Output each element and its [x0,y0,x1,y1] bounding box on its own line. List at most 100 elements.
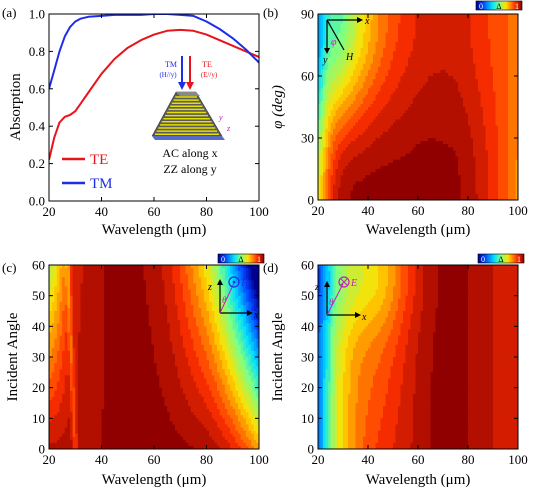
heatmap-cell [338,97,341,102]
heatmap-cell [468,141,471,145]
heatmap-cell [400,54,404,58]
heatmap-cell [398,150,401,154]
heatmap-cell [393,144,396,148]
heatmap-cell [460,110,464,114]
heatmap-cell [415,23,419,27]
heatmap-cell [390,69,394,74]
heatmap-cell [318,60,321,64]
heatmap-cell [480,100,484,105]
heatmap-cell [343,94,346,99]
heatmap-cell [370,165,374,170]
heatmap-cell [458,113,461,117]
heatmap-cell [500,150,504,154]
heatmap-cell [340,128,344,133]
heatmap-cell [435,178,439,182]
heatmap-cell [373,35,376,40]
heatmap-cell [468,79,471,83]
heatmap-cell [493,153,496,157]
heatmap-cell [435,20,439,24]
heatmap-cell [330,69,334,74]
heatmap-cell [468,172,471,176]
heatmap-cell [390,97,394,102]
heatmap-cell [370,113,374,117]
heatmap-cell [410,48,414,52]
heatmap-cell [403,190,406,195]
heatmap-cell [468,116,471,120]
heatmap-cell [440,131,444,136]
heatmap-cell [380,35,384,40]
heatmap-cell [428,38,431,43]
heatmap-cell [340,162,344,167]
heatmap-cell [388,138,391,142]
heatmap-cell [433,29,436,33]
heatmap-cell [430,175,434,179]
heatmap-cell [368,85,371,89]
heatmap-cell [505,165,509,170]
heatmap-cell [483,196,486,201]
heatmap-cell [338,165,341,170]
heatmap-cell [49,381,53,385]
heatmap-cell [388,113,391,117]
heatmap-cell [400,125,404,130]
heatmap-cell [435,190,439,195]
heatmap-cell [318,162,321,167]
heatmap-cell [49,378,53,382]
heatmap-cell [493,91,496,95]
heatmap-cell [383,48,386,52]
heatmap-cell [498,60,501,64]
heatmap-cell [328,88,331,92]
heatmap-cell [388,29,391,33]
heatmap-cell [438,144,441,148]
heatmap-cell [508,26,511,30]
heatmap-cell [435,107,439,111]
heatmap-cell [393,128,396,133]
heatmap-cell [475,178,479,182]
heatmap-cell [375,147,379,151]
heatmap-cell [398,190,401,195]
heatmap-cell [440,23,444,27]
heatmap-cell [405,57,409,61]
heatmap-cell [395,172,399,176]
heatmap-cell [490,103,494,108]
heatmap-cell [445,100,449,105]
heatmap-cell [330,54,334,58]
heatmap-cell [410,26,414,30]
heatmap-cell [485,88,489,92]
heatmap-cell [353,190,356,195]
heatmap-cell [398,91,401,95]
heatmap-cell [353,175,356,179]
heatmap-cell [393,175,396,179]
heatmap-cell [370,134,374,139]
heatmap-cell [375,113,379,117]
heatmap-cell [455,79,459,83]
heatmap-cell [440,97,444,102]
heatmap-cell [365,131,369,136]
heatmap-cell [505,79,509,83]
heatmap-cell [390,162,394,167]
heatmap-cell [508,35,511,40]
heatmap-cell [433,110,436,114]
heatmap-cell [498,172,501,176]
heatmap-cell [438,29,441,33]
heatmap-cell [51,265,55,269]
heatmap-cell [365,79,369,83]
heatmap-cell [450,147,454,151]
heatmap-cell [385,17,389,21]
heatmap-cell [508,66,511,71]
heatmap-cell [440,76,444,80]
heatmap-cell [398,128,401,133]
heatmap-cell [335,38,339,43]
heatmap-cell [340,122,344,126]
heatmap-cell [363,20,366,24]
heatmap-cell [410,134,414,139]
heatmap-cell [418,178,421,182]
heatmap-cell [473,178,476,182]
heatmap-cell [460,141,464,145]
heatmap-cell [513,100,516,105]
heatmap-cell [380,79,384,83]
heatmap-cell [420,175,424,179]
heatmap-cell [383,156,386,161]
heatmap-cell [513,82,516,86]
heatmap-cell [440,190,444,195]
heatmap-cell [400,172,404,176]
